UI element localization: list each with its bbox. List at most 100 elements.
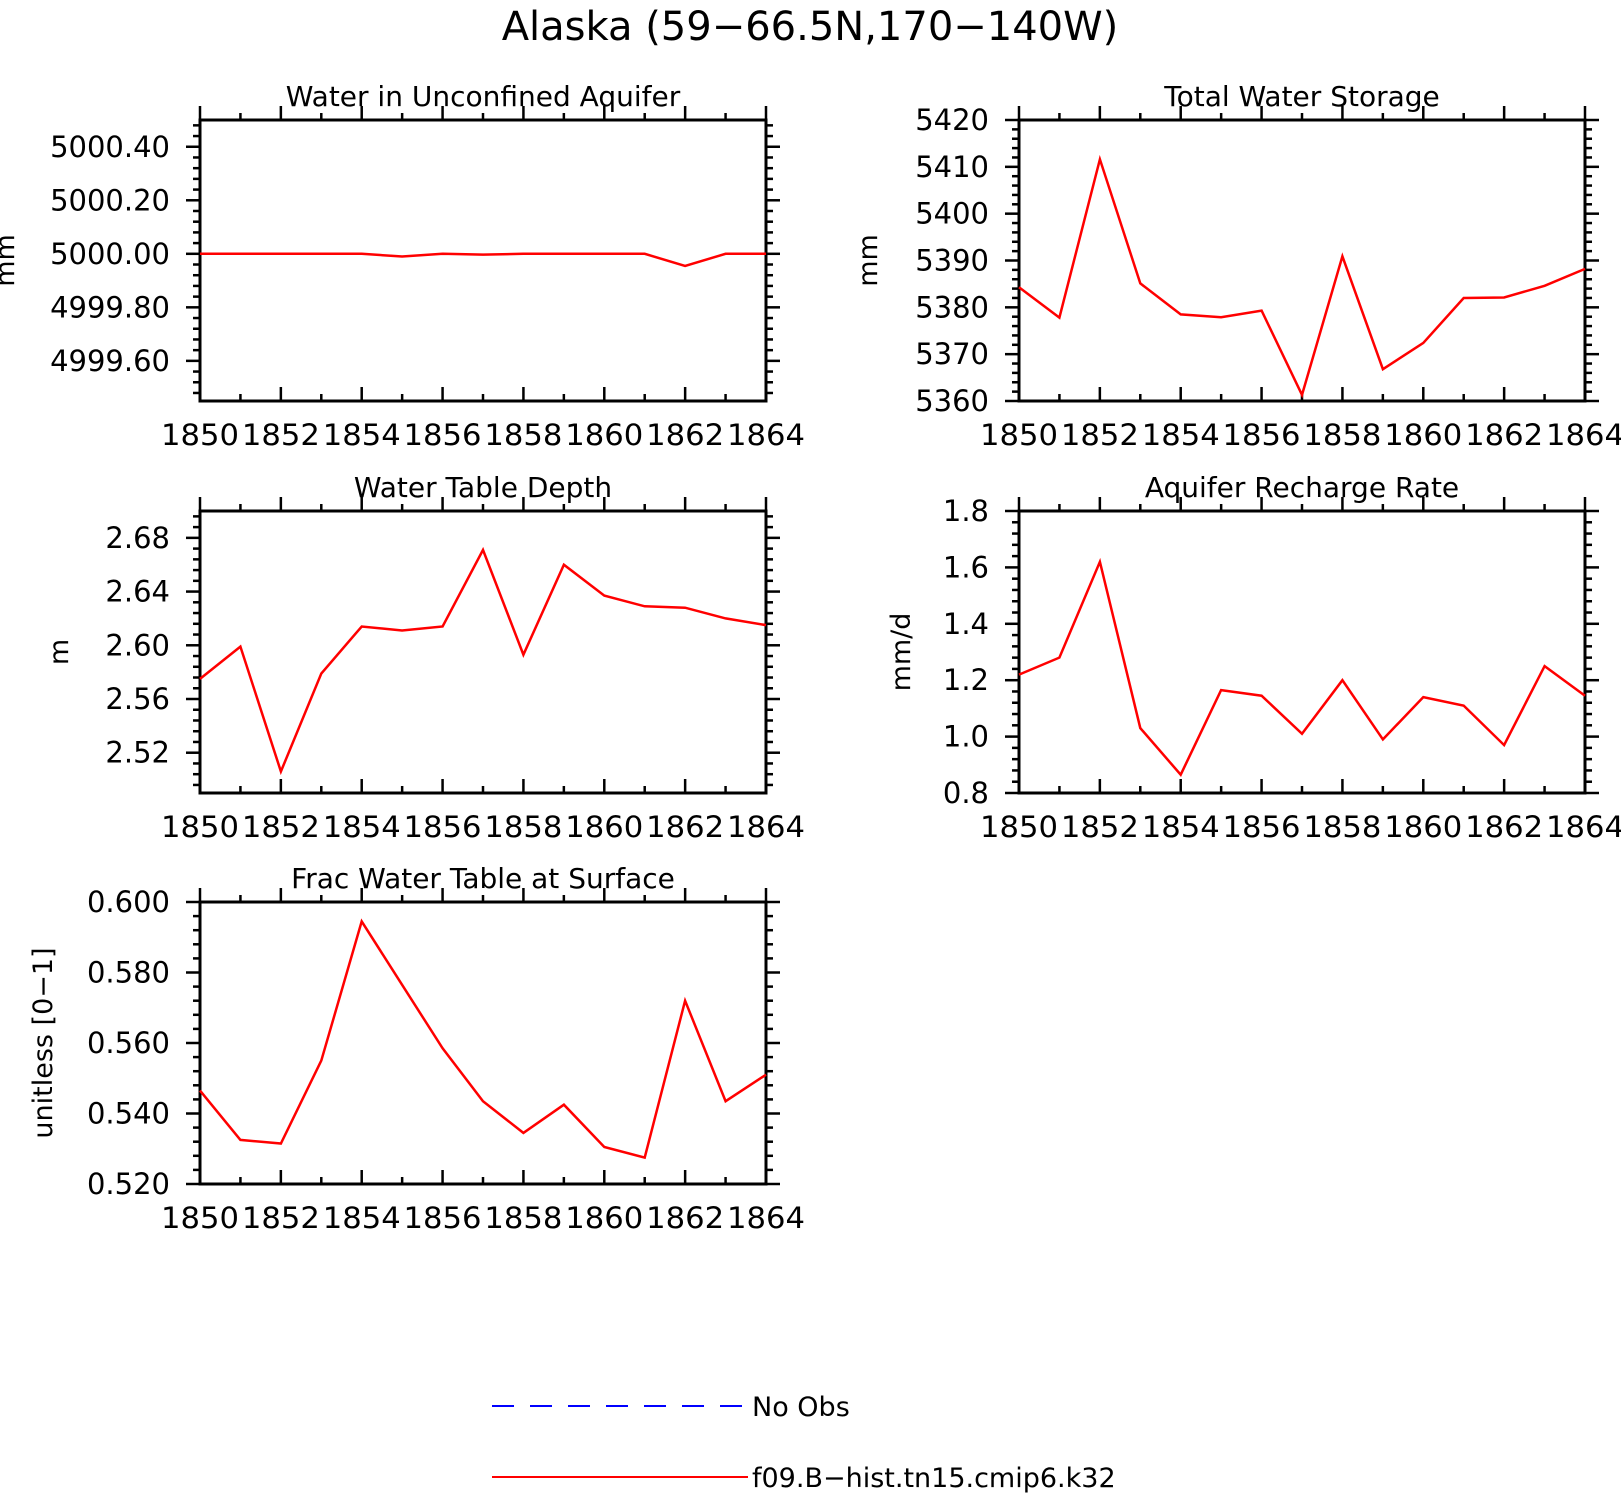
y-tick-label: 5400 <box>915 197 989 231</box>
plot-frame <box>1017 509 1587 795</box>
series-line <box>1018 557 1586 777</box>
x-tick-label: 1856 <box>1223 418 1301 452</box>
x-tick-label: 1864 <box>727 1201 805 1235</box>
y-tick-label: 1.4 <box>943 607 989 641</box>
y-tick-label: 1.0 <box>943 720 989 754</box>
x-tick-label: 1862 <box>1465 810 1543 844</box>
y-axis-label: mm <box>0 234 21 287</box>
y-tick-label: 5390 <box>915 244 989 278</box>
x-tick-label: 1864 <box>1546 810 1621 844</box>
y-tick-label: 1.2 <box>943 663 989 697</box>
legend-entry: No Obs <box>492 1392 850 1423</box>
x-tick-label: 1864 <box>727 418 805 452</box>
x-tick-label: 1858 <box>1303 418 1381 452</box>
plot-frame <box>1017 118 1587 403</box>
y-tick-label: 2.64 <box>105 575 170 609</box>
legend-label: No Obs <box>752 1392 850 1423</box>
panel-title: Water Table Depth <box>354 471 612 504</box>
x-tick-label: 1852 <box>1061 810 1139 844</box>
x-tick-label: 1860 <box>565 418 643 452</box>
x-tick-label: 1850 <box>161 1201 239 1235</box>
x-tick-label: 1860 <box>1384 418 1462 452</box>
y-tick-label: 4999.80 <box>50 290 170 324</box>
series-line <box>1018 154 1586 399</box>
x-tick-label: 1864 <box>1546 418 1621 452</box>
x-tick-label: 1850 <box>161 810 239 844</box>
y-tick-label: 2.60 <box>105 628 170 662</box>
y-tick-label: 2.56 <box>105 682 170 716</box>
x-tick-label: 1850 <box>161 418 239 452</box>
x-tick-label: 1862 <box>1465 418 1543 452</box>
y-tick-label: 5000.20 <box>50 183 170 217</box>
x-tick-label: 1856 <box>404 1201 482 1235</box>
x-tick-label: 1852 <box>242 810 320 844</box>
y-axis-label: m <box>44 639 75 665</box>
x-tick-label: 1854 <box>323 1201 401 1235</box>
x-tick-label: 1850 <box>980 810 1058 844</box>
y-tick-label: 0.520 <box>87 1167 170 1201</box>
x-tick-label: 1860 <box>565 1201 643 1235</box>
x-tick-label: 1850 <box>980 418 1058 452</box>
panel-title: Aquifer Recharge Rate <box>1145 471 1459 504</box>
x-tick-label: 1854 <box>323 810 401 844</box>
x-tick-label: 1854 <box>1142 810 1220 844</box>
x-tick-label: 1862 <box>646 418 724 452</box>
y-tick-label: 1.8 <box>943 494 989 528</box>
x-tick-label: 1858 <box>1303 810 1381 844</box>
x-tick-label: 1862 <box>646 810 724 844</box>
x-tick-label: 1854 <box>323 418 401 452</box>
y-tick-label: 4999.60 <box>50 344 170 378</box>
y-tick-label: 2.52 <box>105 736 170 770</box>
series-line <box>199 918 767 1160</box>
x-tick-label: 1864 <box>727 810 805 844</box>
panel-title: Water in Unconfined Aquifer <box>286 80 681 113</box>
x-tick-label: 1858 <box>484 1201 562 1235</box>
y-axis-label: mm/d <box>886 613 917 692</box>
x-tick-label: 1856 <box>404 418 482 452</box>
y-tick-label: 5000.00 <box>50 237 170 271</box>
x-tick-label: 1852 <box>242 418 320 452</box>
x-tick-label: 1860 <box>1384 810 1462 844</box>
plot-frame <box>198 118 768 403</box>
plot-frame <box>198 900 768 1186</box>
y-tick-label: 5370 <box>915 337 989 371</box>
x-tick-label: 1854 <box>1142 418 1220 452</box>
y-tick-label: 5410 <box>915 150 989 184</box>
y-tick-label: 2.68 <box>105 521 170 555</box>
y-tick-label: 0.580 <box>87 956 170 990</box>
legend-entry: f09.B−hist.tn15.cmip6.k32 <box>492 1463 1116 1494</box>
x-tick-label: 1856 <box>404 810 482 844</box>
y-axis-label: mm <box>853 234 884 287</box>
x-tick-label: 1858 <box>484 418 562 452</box>
series-line <box>199 546 767 776</box>
x-tick-label: 1858 <box>484 810 562 844</box>
x-tick-label: 1852 <box>1061 418 1139 452</box>
y-tick-label: 5000.40 <box>50 130 170 164</box>
panel-title: Frac Water Table at Surface <box>291 862 675 895</box>
y-tick-label: 0.540 <box>87 1097 170 1131</box>
legend: No Obs f09.B−hist.tn15.cmip6.k32 <box>492 1392 1116 1494</box>
y-tick-label: 1.6 <box>943 550 989 584</box>
y-tick-label: 0.600 <box>87 885 170 919</box>
y-axis-label: unitless [0−1] <box>28 947 59 1138</box>
x-tick-label: 1862 <box>646 1201 724 1235</box>
x-tick-label: 1860 <box>565 810 643 844</box>
panel-title: Total Water Storage <box>1163 80 1440 113</box>
chart-panel-2: Total Water Storage mm 1850 1852 1854 1856 185… <box>853 80 1621 452</box>
x-tick-label: 1852 <box>242 1201 320 1235</box>
y-tick-label: 5380 <box>915 290 989 324</box>
figure-title: Alaska (59−66.5N,170−140W) <box>502 4 1119 50</box>
y-tick-label: 0.8 <box>943 776 989 810</box>
chart-panel-5: Frac Water Table at Surface unitless [0−1… <box>28 862 805 1235</box>
y-tick-label: 0.560 <box>87 1026 170 1060</box>
y-tick-label: 5360 <box>915 384 989 418</box>
y-tick-label: 5420 <box>915 103 989 137</box>
x-tick-label: 1856 <box>1223 810 1301 844</box>
series-line <box>200 252 766 268</box>
legend-label: f09.B−hist.tn15.cmip6.k32 <box>752 1463 1116 1494</box>
